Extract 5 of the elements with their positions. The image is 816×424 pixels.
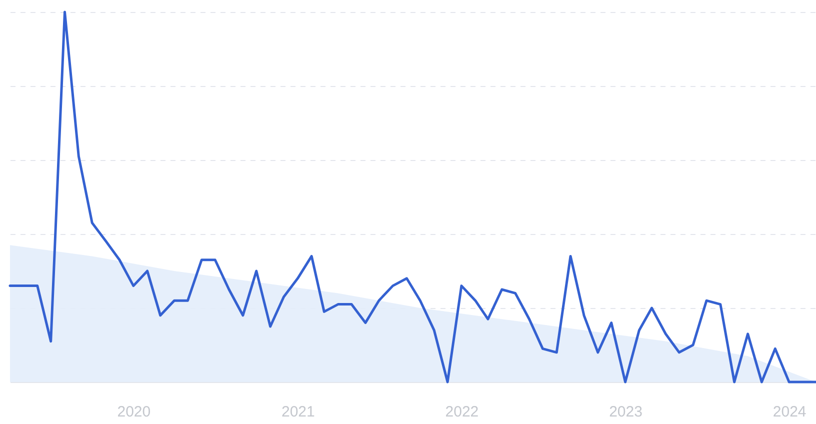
x-tick-label: 2023 bbox=[609, 404, 642, 420]
x-tick-label: 2024 bbox=[772, 404, 806, 420]
x-tick-label: 2020 bbox=[117, 404, 151, 420]
x-tick-label: 2022 bbox=[445, 404, 479, 420]
x-tick-label: 2021 bbox=[281, 404, 315, 420]
